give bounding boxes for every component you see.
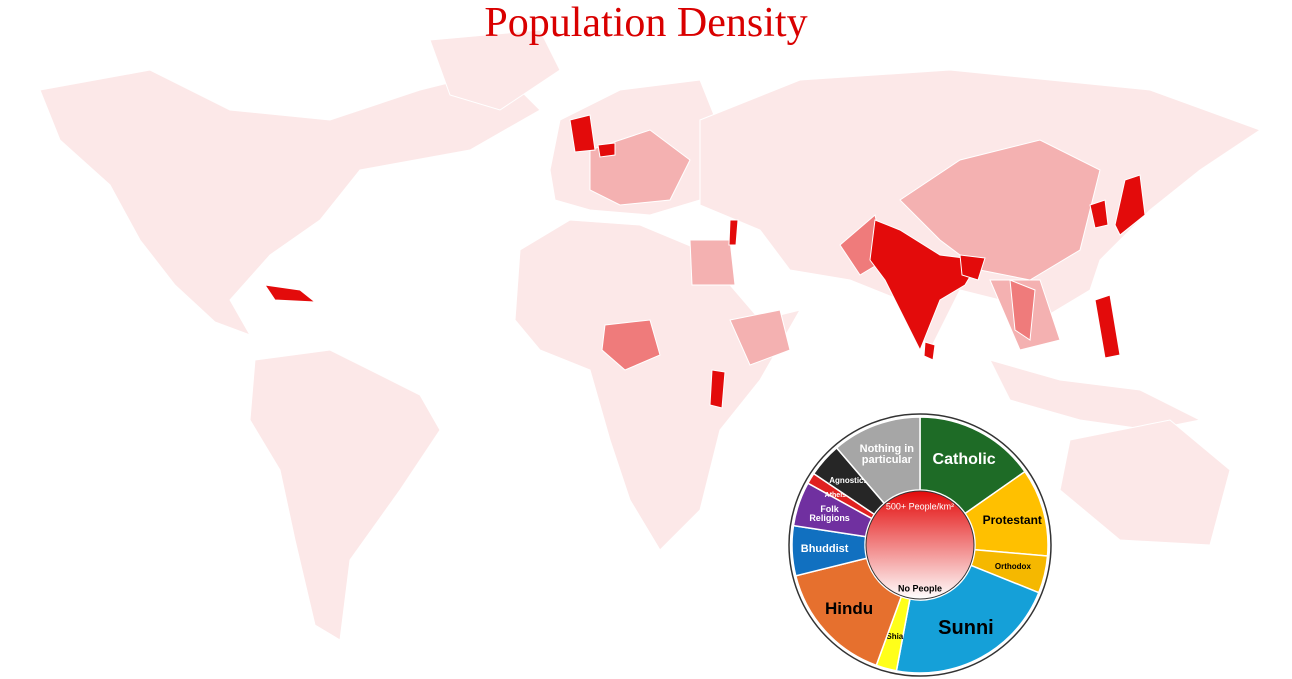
- united-kingdom: [569, 114, 596, 153]
- china: [899, 139, 1101, 281]
- benelux: [597, 142, 616, 158]
- segment-label-box: Hindu: [824, 598, 874, 618]
- south-america: [249, 349, 441, 641]
- segment-label: Atheists: [824, 491, 853, 499]
- north-america: [39, 69, 541, 336]
- greenland: [429, 29, 561, 111]
- korea: [1089, 199, 1109, 229]
- high-density: [601, 214, 1036, 371]
- caribbean: [263, 284, 317, 303]
- egypt: [689, 239, 736, 286]
- vietnam: [1009, 279, 1036, 341]
- segment-label: Shia: [886, 631, 904, 641]
- philippines: [1094, 294, 1121, 359]
- nigeria: [601, 319, 661, 371]
- segment-label: Orthodox: [994, 561, 1031, 571]
- segment-label: Hindu: [824, 598, 874, 618]
- center-label-top: 500+ People/km²: [886, 501, 954, 511]
- religion-donut: Catholic Protestant Orthodox Sunni Shia Hindu…: [788, 413, 1052, 677]
- segment-label-box: Protestant: [982, 512, 1042, 527]
- africa: [514, 219, 802, 551]
- segment-label: Nothing in particular: [859, 442, 915, 467]
- segment-label: Protestant: [982, 512, 1042, 527]
- sri-lanka: [923, 341, 936, 361]
- indonesia: [989, 359, 1202, 431]
- rwanda-uganda: [709, 369, 726, 409]
- segment-label-box: Orthodox: [994, 561, 1031, 571]
- donut-segment: [794, 557, 903, 667]
- segment-label: Bhuddist: [800, 542, 849, 555]
- very-high-density: [263, 114, 1146, 409]
- page-title: Population Density: [484, 0, 808, 46]
- australia: [1059, 419, 1231, 546]
- segment-label: Sunni: [938, 617, 994, 640]
- donut-segment: [895, 564, 1040, 674]
- segment-label-box: Shia: [886, 631, 904, 641]
- segment-label-box: Folk Religions: [809, 503, 850, 524]
- segment-label: Folk Religions: [809, 503, 850, 524]
- donut-segment: [835, 416, 921, 505]
- ethiopia: [729, 309, 791, 366]
- segment-label-box: Nothing in particular: [859, 442, 915, 467]
- israel-lebanon: [728, 219, 739, 246]
- segment-label-box: Atheists: [824, 491, 853, 499]
- india: [869, 219, 981, 352]
- segment-label: Catholic: [932, 450, 996, 468]
- bangladesh: [959, 254, 986, 281]
- segment-label-box: Bhuddist: [800, 542, 849, 555]
- segment-label-box: Catholic: [932, 450, 996, 468]
- segment-label-box: Agnostics: [829, 476, 868, 486]
- segment-label-box: Sunni: [938, 617, 994, 640]
- center-label-bottom: No People: [898, 583, 942, 593]
- segment-label: Agnostics: [829, 476, 868, 486]
- japan: [1114, 174, 1146, 236]
- center-disc: [865, 490, 975, 600]
